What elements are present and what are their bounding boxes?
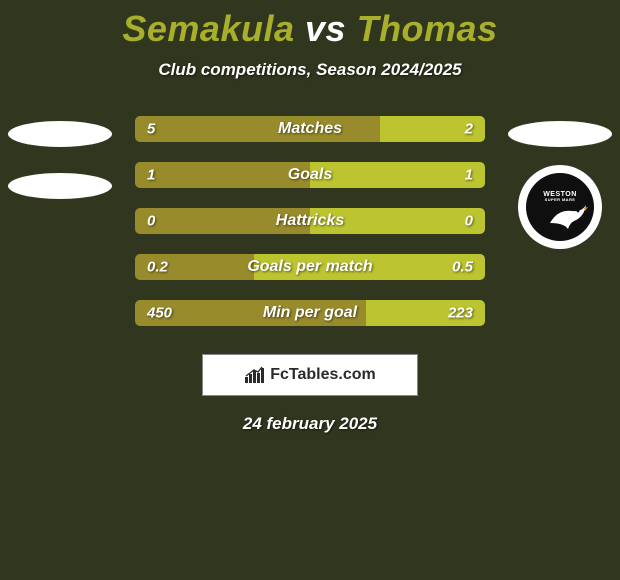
stat-value-left: 5 [147, 121, 155, 138]
bar-left-fill [135, 162, 310, 188]
stat-row: Min per goal 450 223 [135, 300, 485, 326]
stat-label: Hattricks [276, 212, 344, 230]
player2-badge-placeholder [508, 121, 612, 147]
player1-badge-placeholder-1 [8, 121, 112, 147]
stat-value-left: 1 [147, 167, 155, 184]
stats-area: WESTON SUPER MARE Matches 5 2 Goals 1 1 Hattri… [0, 116, 620, 326]
date: 24 february 2025 [0, 414, 620, 434]
page-title: Semakula vs Thomas [0, 0, 620, 50]
player1-badge-placeholder-2 [8, 173, 112, 199]
stat-label: Goals [288, 166, 332, 184]
stat-bars: Matches 5 2 Goals 1 1 Hattricks 0 0 Goals per mat… [135, 116, 485, 326]
title-player2: Thomas [357, 8, 498, 49]
stat-label: Min per goal [263, 304, 357, 322]
stat-value-right: 1 [465, 167, 473, 184]
stat-row: Matches 5 2 [135, 116, 485, 142]
source-badge: FcTables.com [202, 354, 418, 396]
club-crest-inner: WESTON SUPER MARE [526, 173, 594, 241]
stat-value-left: 0.2 [147, 259, 168, 276]
barchart-icon [244, 366, 266, 384]
bar-left-fill [135, 116, 380, 142]
source-text: FcTables.com [270, 366, 376, 384]
title-vs: vs [305, 8, 346, 49]
stat-value-right: 0.5 [452, 259, 473, 276]
right-badges: WESTON SUPER MARE [500, 116, 620, 249]
stat-label: Matches [278, 120, 342, 138]
stat-row: Goals 1 1 [135, 162, 485, 188]
stat-value-right: 223 [448, 305, 473, 322]
stat-value-left: 0 [147, 213, 155, 230]
stat-row: Hattricks 0 0 [135, 208, 485, 234]
title-player1: Semakula [122, 8, 294, 49]
stat-value-left: 450 [147, 305, 172, 322]
stat-value-right: 2 [465, 121, 473, 138]
bar-right-fill [310, 162, 485, 188]
seagull-icon [548, 199, 588, 231]
comparison-card: Semakula vs Thomas Club competitions, Se… [0, 0, 620, 580]
club-crest: WESTON SUPER MARE [518, 165, 602, 249]
stat-row: Goals per match 0.2 0.5 [135, 254, 485, 280]
subtitle: Club competitions, Season 2024/2025 [0, 60, 620, 80]
left-badges [0, 116, 120, 199]
stat-value-right: 0 [465, 213, 473, 230]
stat-label: Goals per match [247, 258, 372, 276]
